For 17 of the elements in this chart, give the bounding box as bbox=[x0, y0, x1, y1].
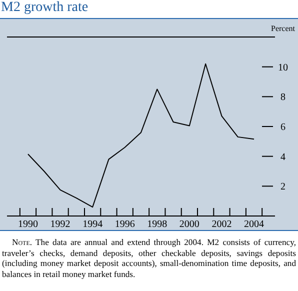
x-tick-label: 1990 bbox=[18, 219, 38, 230]
x-tick-label: 2000 bbox=[179, 219, 200, 230]
y-tick-label: 2 bbox=[280, 182, 286, 193]
x-tick-label: 2002 bbox=[212, 219, 232, 230]
x-tick-label: 1998 bbox=[147, 219, 168, 230]
x-tick-label: 1994 bbox=[82, 219, 103, 230]
x-tick-label: 2004 bbox=[244, 219, 264, 230]
x-tick-label: 1996 bbox=[114, 219, 135, 230]
text: Note. The data are annual and extend through 2004. M2 consists of currency, traveler’s checks, demand deposits, other checkable deposits, savings deposits (including money market deposit accounts), small-denomination time deposits, and balances in retail money market funds. bbox=[2, 237, 296, 278]
y-tick-label: 6 bbox=[280, 122, 286, 133]
y-tick-label: 10 bbox=[278, 62, 288, 74]
line-series bbox=[27, 63, 255, 208]
y-axis-title: Percent bbox=[271, 24, 295, 33]
chart-title: M2 growth rate bbox=[0, 0, 90, 17]
y-tick-label: 8 bbox=[280, 92, 286, 104]
x-tick-label: 1992 bbox=[50, 219, 70, 230]
y-tick-label: 4 bbox=[280, 152, 286, 163]
